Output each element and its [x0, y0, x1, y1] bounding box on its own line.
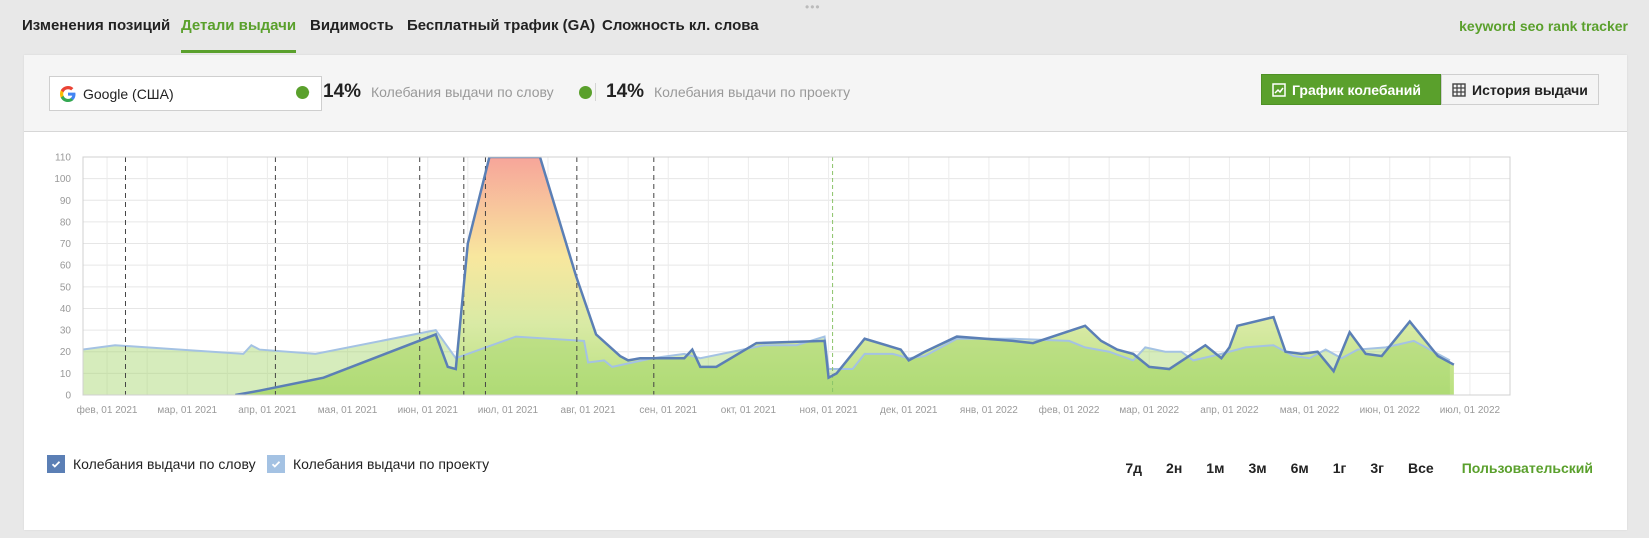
y-tick-label: 70	[60, 239, 72, 250]
project-fluctuation-metric: 14% Колебания выдачи по проекту	[579, 81, 850, 103]
toolbar: Google (США) 14% Колебания выдачи по сло…	[24, 55, 1627, 132]
x-tick-label: мая, 01 2021	[318, 405, 378, 416]
x-tick-label: фев, 01 2021	[77, 404, 138, 416]
x-tick-label: апр, 01 2021	[238, 405, 297, 416]
checkbox-checked-icon	[267, 455, 285, 473]
serp-history-label: История выдачи	[1472, 81, 1588, 98]
project-series-line	[83, 328, 1451, 371]
x-tick-label: мар, 01 2022	[1119, 405, 1179, 416]
x-tick-label: мар, 01 2021	[157, 405, 217, 416]
legend-project[interactable]: Колебания выдачи по проекту	[267, 455, 489, 473]
project-series-area	[83, 330, 1450, 395]
search-engine-select[interactable]: Google (США)	[49, 76, 322, 111]
legend-keyword-label: Колебания выдачи по слову	[73, 456, 256, 472]
range-1m[interactable]: 1м	[1206, 460, 1225, 476]
x-tick-label: апр, 01 2022	[1200, 405, 1259, 416]
project-fluctuation-label: Колебания выдачи по проекту	[654, 84, 851, 100]
range-2w[interactable]: 2н	[1166, 460, 1183, 476]
x-tick-label: ноя, 01 2021	[799, 405, 858, 416]
tab-visibility[interactable]: Видимость	[310, 17, 394, 34]
x-tick-label: июн, 01 2022	[1360, 405, 1421, 416]
range-3m[interactable]: 3м	[1248, 460, 1267, 476]
project-fluctuation-value: 14%	[606, 81, 645, 102]
x-tick-label: мая, 01 2022	[1280, 405, 1340, 416]
y-tick-label: 100	[54, 174, 71, 185]
time-range-selector: 7д 2н 1м 3м 6м 1г 3г Все Пользовательски…	[1101, 460, 1593, 476]
keyword-fluctuation-metric: 14% Колебания выдачи по слову	[296, 81, 554, 103]
y-tick-label: 30	[60, 326, 72, 337]
y-tick-label: 40	[60, 304, 72, 315]
brand-link[interactable]: keyword seo rank tracker	[1459, 18, 1628, 34]
serp-history-button[interactable]: История выдачи	[1441, 74, 1599, 105]
status-dot-icon	[296, 85, 309, 99]
fluctuation-chart-button[interactable]: График колебаний	[1261, 74, 1441, 105]
fluctuation-chart-label: График колебаний	[1292, 81, 1421, 98]
x-tick-label: дек, 01 2021	[880, 405, 938, 416]
x-tick-label: окт, 01 2021	[721, 405, 777, 416]
chart-icon	[1272, 82, 1286, 97]
x-tick-label: фев, 01 2022	[1039, 404, 1100, 416]
legend-keyword[interactable]: Колебания выдачи по слову	[47, 455, 256, 473]
y-tick-label: 80	[60, 217, 72, 228]
tab-position-changes[interactable]: Изменения позиций	[22, 17, 171, 34]
keyword-fluctuation-value: 14%	[323, 81, 362, 102]
x-tick-label: июл, 01 2021	[478, 405, 539, 416]
checkbox-checked-icon	[47, 455, 65, 473]
keyword-series-line	[235, 157, 1455, 395]
legend-project-label: Колебания выдачи по проекту	[293, 456, 490, 472]
y-tick-label: 60	[60, 261, 72, 272]
range-6m[interactable]: 6м	[1290, 460, 1309, 476]
tab-keyword-difficulty[interactable]: Сложность кл. слова	[602, 17, 759, 34]
x-tick-label: авг, 01 2021	[561, 405, 616, 416]
keyword-series-area	[235, 157, 1454, 395]
range-7d[interactable]: 7д	[1125, 460, 1143, 476]
serp-details-panel: Google (США) 14% Колебания выдачи по сло…	[24, 55, 1627, 530]
grid-icon	[1452, 82, 1466, 97]
x-tick-label: янв, 01 2022	[960, 405, 1018, 416]
tab-free-traffic[interactable]: Бесплатный трафик (GA)	[407, 17, 596, 34]
google-icon	[60, 86, 76, 102]
status-dot-icon	[579, 85, 592, 99]
x-tick-label: июн, 01 2021	[398, 405, 459, 416]
fluctuation-chart: 0 10 20 30 40 50 60 70 80 90 100 110 фев, 01 2021 мар…	[24, 133, 1627, 453]
range-custom[interactable]: Пользовательский	[1461, 460, 1593, 476]
top-navigation: Изменения позиций Детали выдачи Видимост…	[0, 0, 1649, 55]
y-tick-label: 0	[65, 391, 71, 402]
keyword-fluctuation-label: Колебания выдачи по слову	[371, 84, 554, 100]
y-tick-label: 20	[60, 347, 72, 358]
x-tick-label: июл, 01 2022	[1440, 405, 1501, 416]
range-all[interactable]: Все	[1408, 460, 1434, 476]
fluctuation-chart-svg: 0 10 20 30 40 50 60 70 80 90 100 110 фев, 01 2021 мар…	[54, 153, 1511, 416]
y-tick-label: 50	[60, 282, 72, 293]
metric-divider	[595, 83, 596, 101]
y-tick-label: 90	[60, 196, 72, 207]
search-engine-value: Google (США)	[83, 86, 174, 102]
range-1y[interactable]: 1г	[1332, 460, 1347, 476]
range-3y[interactable]: 3г	[1370, 460, 1385, 476]
y-tick-label: 10	[60, 369, 72, 380]
y-tick-label: 110	[55, 153, 71, 164]
tab-serp-details[interactable]: Детали выдачи	[181, 17, 297, 53]
plot-frame	[82, 156, 1511, 396]
x-tick-label: сен, 01 2021	[639, 405, 697, 416]
